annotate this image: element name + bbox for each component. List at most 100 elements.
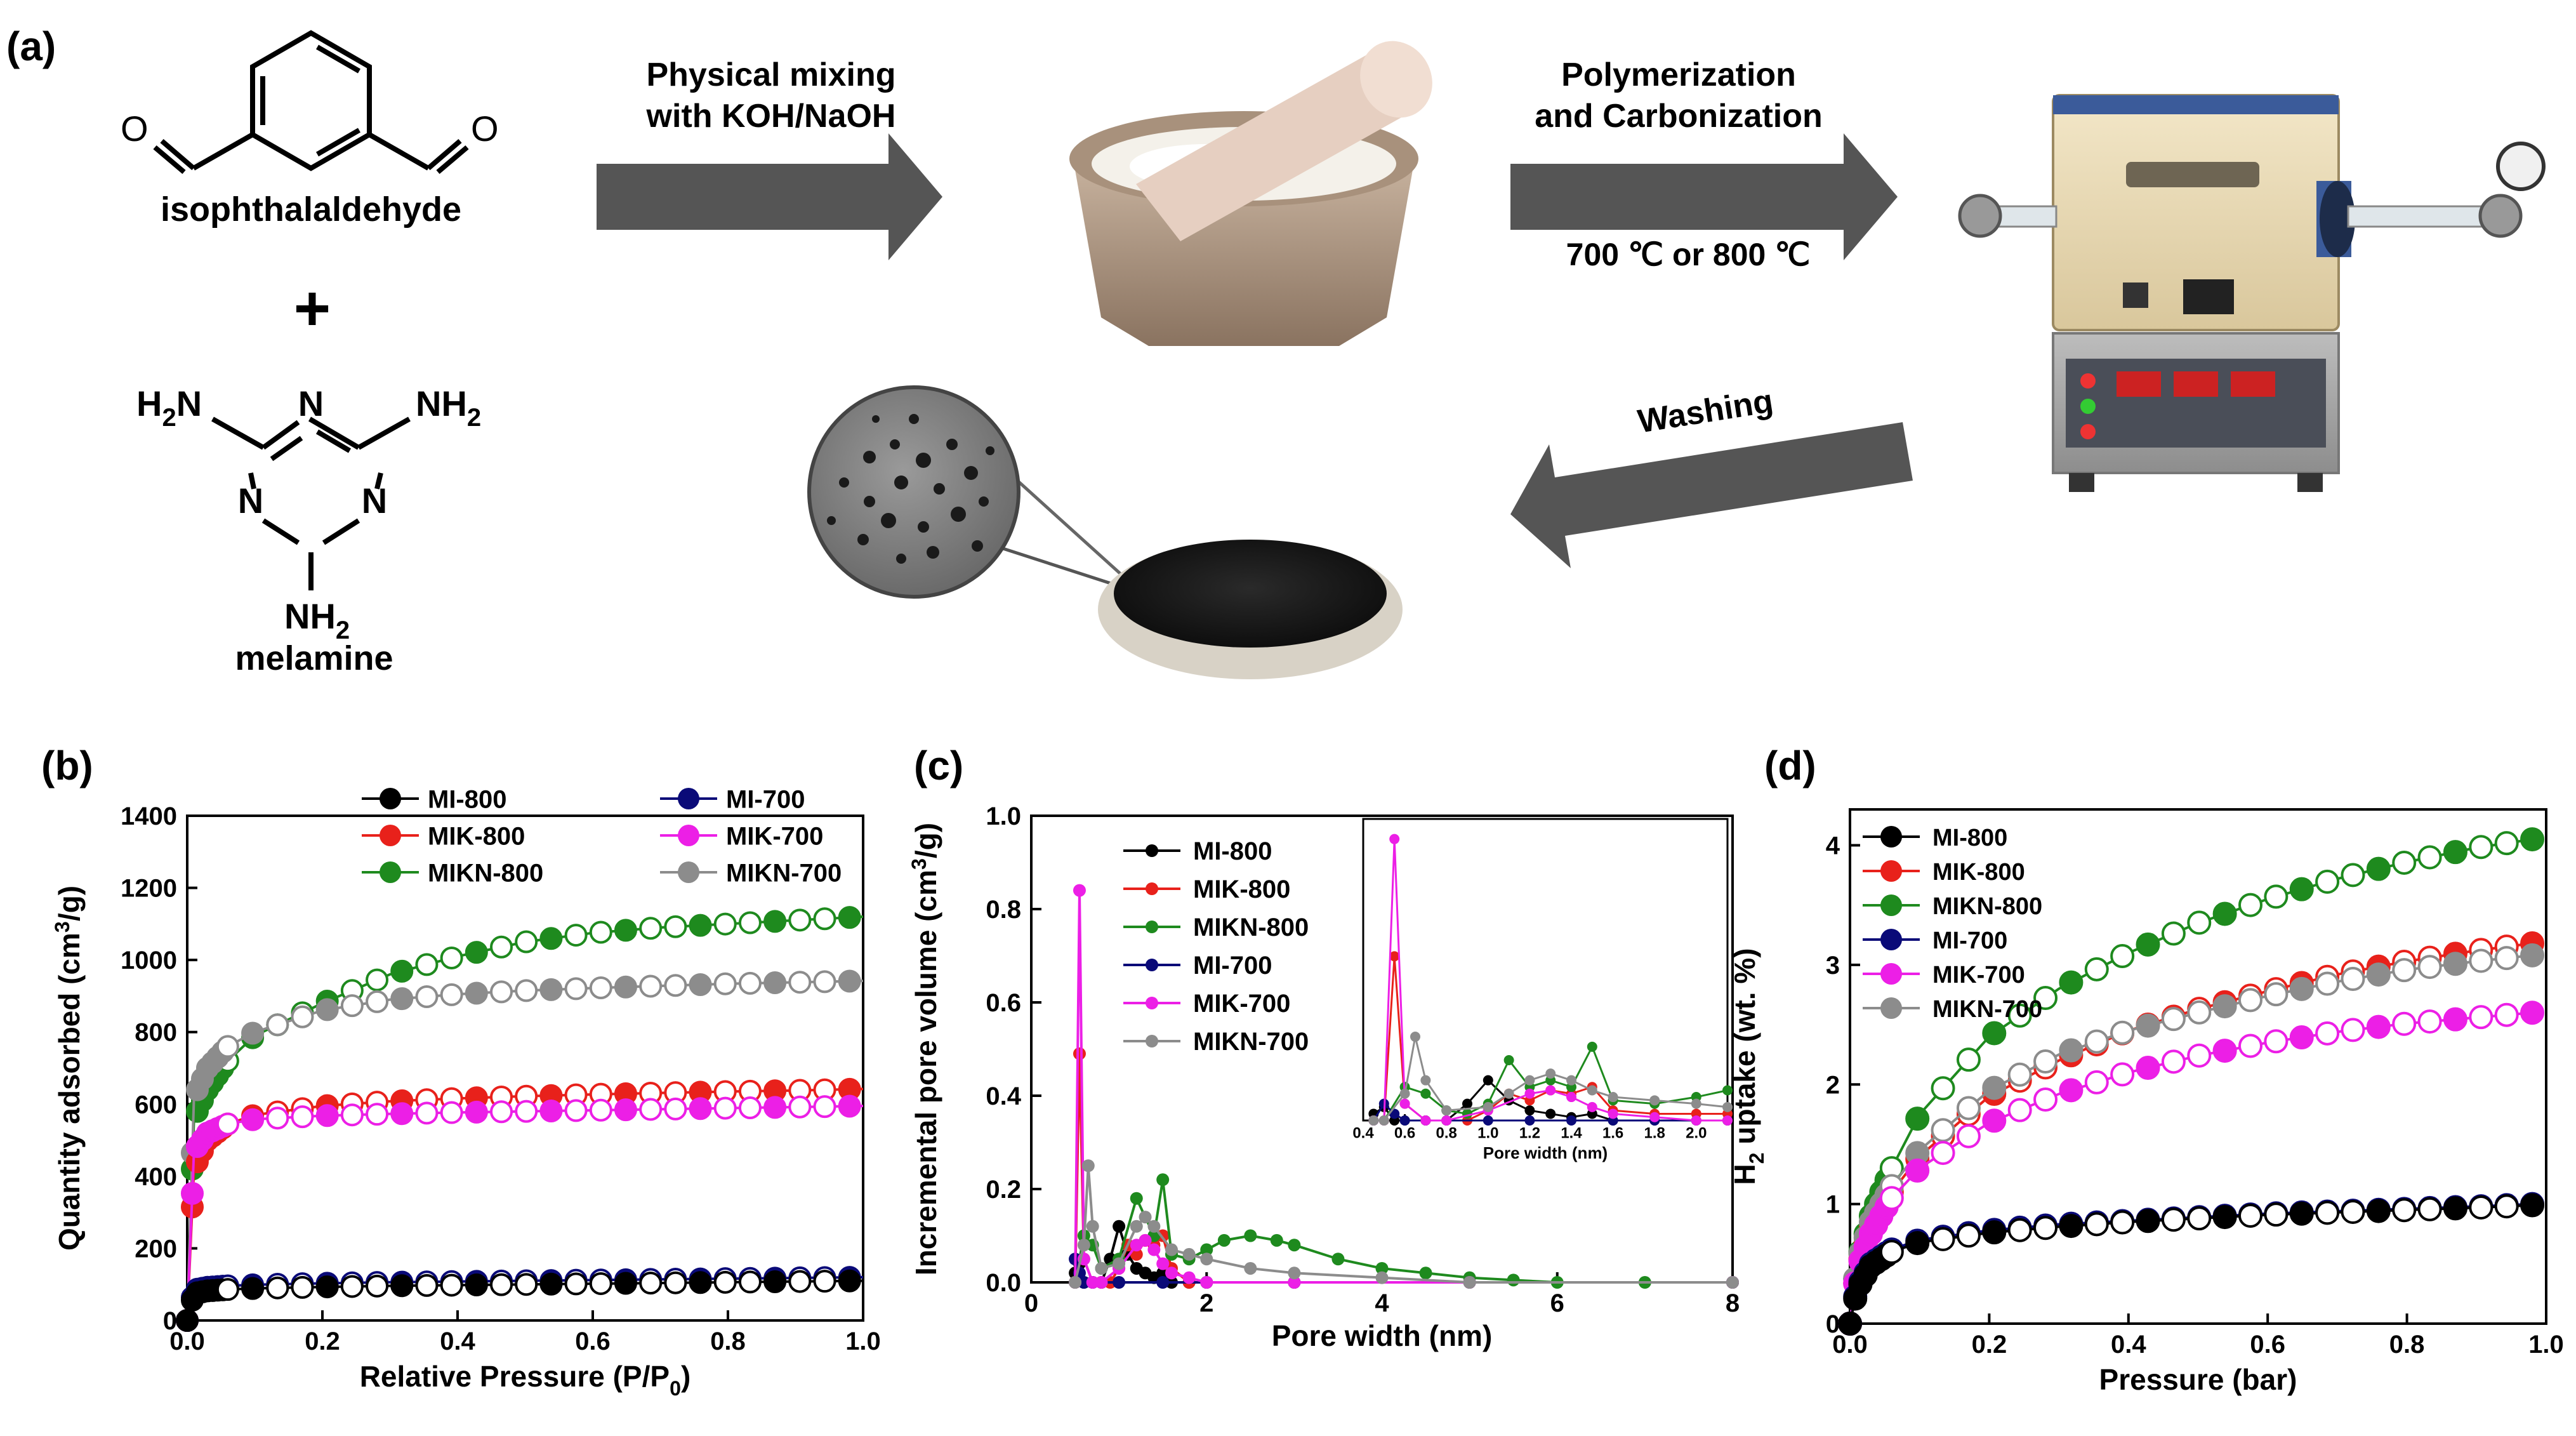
data-point — [2110, 1062, 2135, 1087]
x-tick-label: 8 — [1726, 1289, 1740, 1317]
data-point — [1389, 951, 1400, 962]
data-point — [813, 1095, 836, 1119]
legend-item: MI-800 — [1123, 837, 1272, 865]
data-point — [2161, 921, 2186, 946]
legend-item: MIKN-700 — [660, 859, 842, 887]
data-point — [1410, 1032, 1420, 1042]
legend-marker — [678, 825, 699, 846]
legend-label: MI-800 — [1193, 837, 1272, 865]
data-point — [415, 1273, 439, 1297]
data-point — [1147, 1220, 1161, 1233]
data-point — [763, 1096, 787, 1119]
data-point — [216, 1035, 239, 1058]
data-point — [2264, 1029, 2289, 1054]
y-tick-label: 0 — [1826, 1310, 1840, 1338]
legend-item: MIK-800 — [362, 822, 525, 850]
data-point — [2341, 967, 2365, 992]
data-point — [1722, 1085, 1733, 1096]
data-point — [415, 953, 439, 976]
legend-label: MIKN-700 — [1193, 1028, 1309, 1056]
amine-left: H2N — [136, 383, 202, 432]
panel-a-label: (a) — [6, 23, 56, 69]
data-point — [2110, 1210, 2135, 1235]
data-point — [2212, 1039, 2237, 1063]
data-point — [589, 1098, 612, 1122]
data-point — [813, 907, 836, 931]
data-point — [2136, 1013, 2160, 1038]
data-point — [1463, 1276, 1476, 1289]
x-tick-label: 4 — [1375, 1289, 1389, 1317]
data-point — [2161, 1049, 2186, 1074]
melamine-label: melamine — [235, 639, 393, 677]
data-point — [564, 924, 588, 947]
data-point — [315, 1275, 339, 1299]
data-point — [639, 1272, 663, 1295]
legend-label: MIK-700 — [726, 822, 823, 850]
data-point — [2238, 988, 2262, 1013]
data-point — [664, 915, 687, 938]
data-point — [2443, 840, 2467, 865]
data-point — [1545, 1068, 1556, 1079]
data-point — [1566, 1075, 1576, 1086]
data-point — [515, 1100, 538, 1123]
legend-item: MIK-700 — [660, 822, 823, 850]
data-point — [2212, 901, 2237, 926]
data-point — [2007, 1098, 2032, 1122]
data-point — [390, 987, 414, 1011]
amine-right: NH2 — [416, 383, 481, 432]
data-point — [1524, 1088, 1535, 1099]
legend-label: MIK-700 — [1932, 962, 2025, 988]
data-point — [2161, 1007, 2186, 1032]
data-point — [2059, 1038, 2084, 1063]
legend-marker — [1146, 959, 1158, 971]
data-point — [2033, 1216, 2058, 1240]
isophthalaldehyde-structure — [153, 30, 469, 175]
aldehyde-bond — [192, 132, 254, 171]
data-point — [490, 935, 513, 959]
y-tick-label: 0.4 — [986, 1082, 1021, 1110]
legend-label: MI-700 — [1932, 927, 2007, 954]
data-point — [1503, 1055, 1514, 1065]
data-point — [713, 972, 737, 995]
data-point — [291, 1105, 314, 1129]
data-point — [1130, 1220, 1143, 1233]
triazine-bond — [374, 472, 383, 489]
data-point — [490, 980, 513, 1004]
data-point — [490, 1100, 513, 1124]
legend-item: MIK-800 — [1863, 859, 2025, 886]
data-point — [2392, 1198, 2417, 1223]
legend-label: MIK-800 — [1193, 875, 1290, 903]
data-point — [614, 919, 637, 942]
data-point — [1182, 1271, 1196, 1284]
x-tick-label: 0.6 — [575, 1327, 611, 1355]
data-point — [2469, 1005, 2493, 1030]
data-point — [440, 946, 463, 969]
data-point — [1956, 1047, 1981, 1072]
data-point — [1069, 1276, 1082, 1289]
data-point — [738, 1270, 762, 1294]
y-tick-label: 0.8 — [986, 896, 1021, 924]
data-point — [1507, 1273, 1520, 1287]
series-mikn-700 — [1368, 1032, 1733, 1126]
data-point — [2084, 1070, 2109, 1094]
arrow-carbonization-label-line2: and Carbonization — [1535, 98, 1823, 135]
data-point — [1147, 1243, 1161, 1256]
data-point — [440, 1101, 463, 1124]
x-tick-label: 1.8 — [1644, 1125, 1665, 1142]
data-point — [465, 941, 488, 964]
data-point — [2443, 1196, 2467, 1221]
data-point — [2417, 845, 2442, 870]
x-tick-label: 1.4 — [1561, 1125, 1582, 1142]
data-point — [639, 974, 663, 998]
data-point — [2315, 869, 2340, 894]
legend-item: MI-700 — [660, 785, 805, 813]
data-point — [2187, 910, 2212, 935]
data-point — [1288, 1239, 1301, 1252]
data-point — [1931, 1227, 1955, 1251]
amine-bottom: NH2 — [284, 596, 350, 644]
legend-d: MI-800 MIK-800 MIKN-800 MI-700 MIK-700 MIKN-7… — [1863, 825, 2042, 1023]
x-tick-label: 0.8 — [1436, 1125, 1457, 1142]
data-point — [2392, 958, 2417, 983]
data-point — [539, 927, 563, 950]
